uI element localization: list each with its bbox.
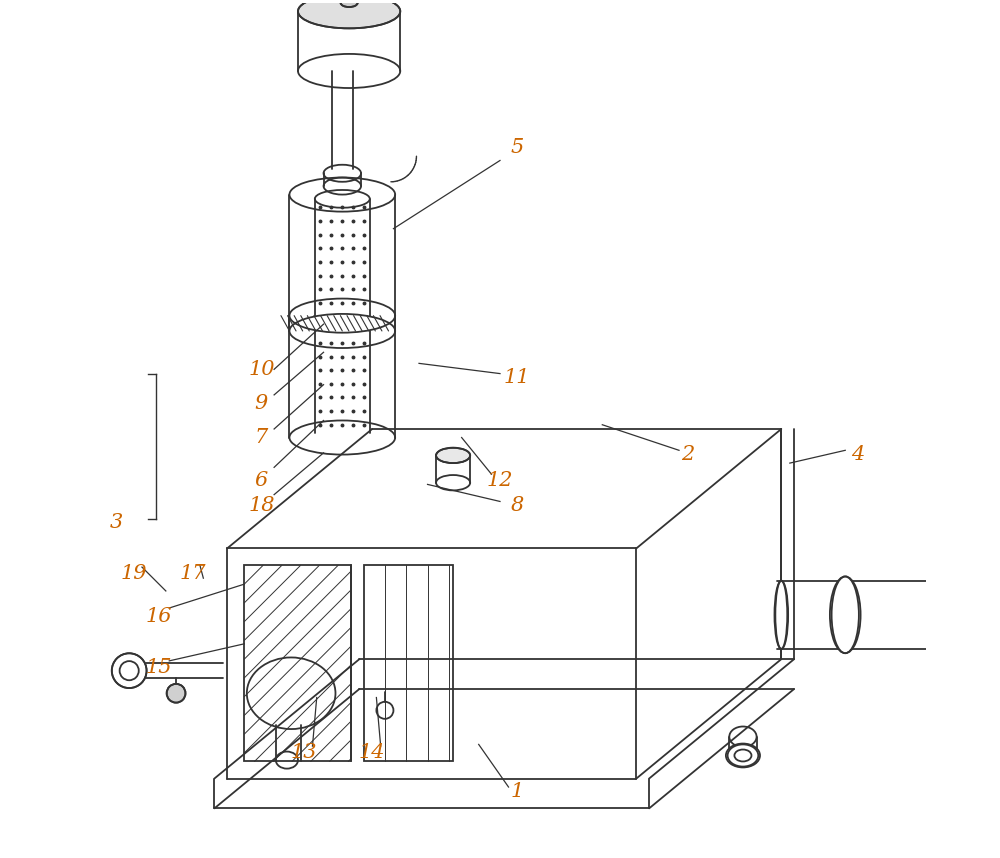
Text: 14: 14 [359, 743, 385, 763]
Text: 9: 9 [255, 394, 268, 413]
Text: 3: 3 [110, 513, 123, 532]
Ellipse shape [774, 581, 788, 649]
Text: 8: 8 [510, 496, 524, 515]
Ellipse shape [941, 572, 988, 657]
Ellipse shape [436, 448, 470, 463]
Bar [364, 565, 453, 761]
Text: 6: 6 [255, 471, 268, 490]
Text: 11: 11 [504, 368, 530, 387]
Text: 1: 1 [510, 782, 524, 801]
Ellipse shape [112, 653, 147, 688]
Text: 10: 10 [248, 360, 275, 379]
Text: 19: 19 [120, 565, 147, 583]
Text: 16: 16 [146, 607, 172, 626]
Text: 7: 7 [255, 428, 268, 447]
Text: 17: 17 [180, 565, 206, 583]
Text: 13: 13 [291, 743, 317, 763]
Ellipse shape [298, 0, 400, 28]
Ellipse shape [830, 577, 861, 653]
Ellipse shape [167, 684, 185, 703]
Text: 2: 2 [681, 445, 694, 464]
Text: 4: 4 [851, 445, 865, 464]
Text: 5: 5 [510, 138, 524, 157]
Ellipse shape [726, 744, 760, 767]
Text: 15: 15 [146, 658, 172, 677]
Ellipse shape [341, 0, 358, 7]
Text: 12: 12 [487, 471, 513, 490]
Bar [244, 565, 351, 761]
Text: 18: 18 [248, 496, 275, 515]
